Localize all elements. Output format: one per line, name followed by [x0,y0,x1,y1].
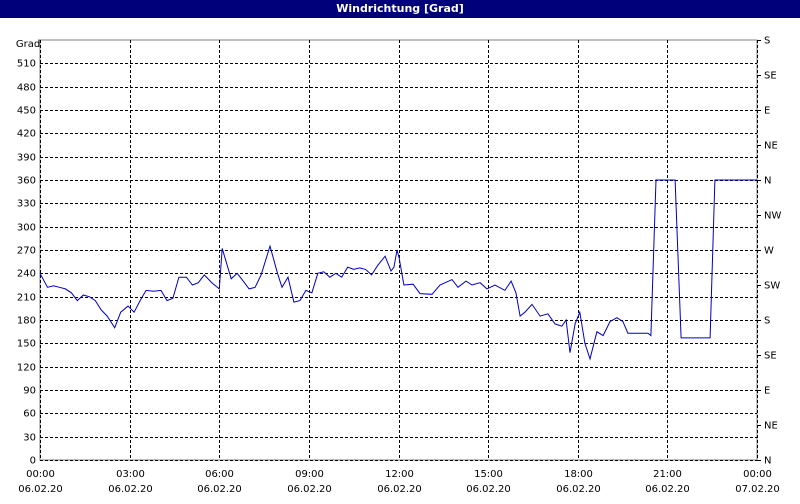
y-tick-label: 210 [17,293,36,304]
y-tick-label: 0 [30,456,36,467]
y2-tick-label: N [764,456,771,467]
y-tick-label: 90 [23,386,36,397]
y-tick-label: 390 [17,153,36,164]
x-tick-label: 12:00 [385,469,414,480]
y-tick-label: 360 [17,176,36,187]
x-tick-label: 18:00 [564,469,593,480]
x-tick-date: 06.02.20 [287,484,332,495]
y2-tick-label: E [764,106,770,117]
x-tick-label: 09:00 [295,469,324,480]
x-tick-date: 06.02.20 [108,484,153,495]
x-tick-label: 03:00 [116,469,145,480]
y-tick-label: 240 [17,269,36,280]
x-tick-date: 06.02.20 [466,484,511,495]
y2-tick-label: NE [764,421,778,432]
y-tick-label: 150 [17,339,36,350]
y2-tick-label: NW [764,211,781,222]
x-tick-date: 06.02.20 [645,484,690,495]
x-tick-label: 00:00 [743,469,772,480]
y-tick-label: 330 [17,199,36,210]
y-axis-label: Grad [16,39,40,50]
y2-tick-label: S [764,316,770,327]
y2-tick-label: N [764,176,771,187]
y-tick-label: 300 [17,223,36,234]
x-tick-date: 06.02.20 [556,484,601,495]
y-tick-label: 420 [17,129,36,140]
x-tick-label: 00:00 [26,469,55,480]
y-tick-label: 30 [23,433,36,444]
x-tick-label: 06:00 [205,469,234,480]
x-tick-date: 06.02.20 [18,484,63,495]
y2-tick-label: W [764,246,774,257]
y2-tick-label: NE [764,141,778,152]
y-tick-label: 120 [17,363,36,374]
chart-title: Windrichtung [Grad] [336,2,464,15]
y-tick-label: 480 [17,83,36,94]
title-bar [0,0,800,18]
x-tick-date: 06.02.20 [377,484,422,495]
y-tick-label: 60 [23,409,36,420]
x-tick-date: 06.02.20 [197,484,242,495]
data-line [39,179,757,361]
y-tick-label: 270 [17,246,36,257]
y2-tick-label: SE [764,71,777,82]
y2-tick-label: S [764,36,770,47]
y-tick-label: 450 [17,106,36,117]
x-tick-label: 15:00 [474,469,503,480]
y2-tick-label: SE [764,351,777,362]
y-tick-label: 180 [17,316,36,327]
x-tick-date: 07.02.20 [735,484,780,495]
y2-tick-label: E [764,386,770,397]
y2-tick-label: SW [764,281,780,292]
x-tick-label: 21:00 [653,469,682,480]
y-tick-label: 510 [17,59,36,70]
